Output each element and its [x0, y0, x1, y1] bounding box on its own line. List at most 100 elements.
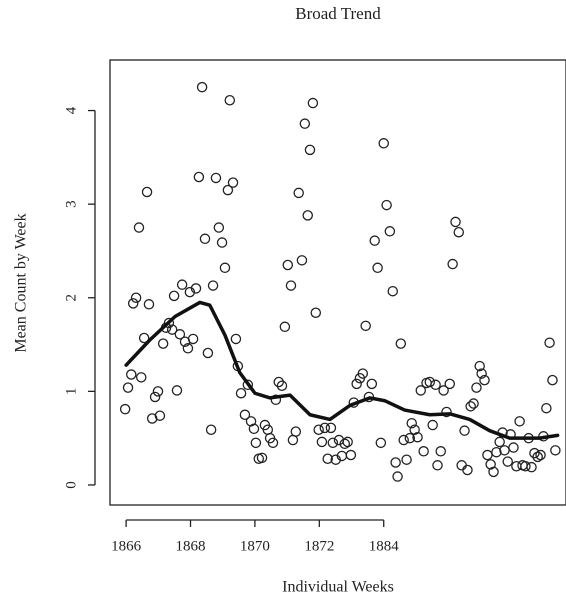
point	[293, 187, 304, 199]
point	[339, 438, 351, 450]
point	[296, 255, 308, 266]
point	[154, 410, 166, 421]
point	[462, 464, 473, 476]
point	[282, 259, 294, 271]
point	[235, 387, 247, 399]
point	[279, 321, 291, 333]
point	[395, 338, 407, 349]
point	[267, 437, 279, 449]
point	[307, 97, 319, 109]
point	[541, 402, 552, 414]
point	[345, 449, 357, 461]
point	[276, 380, 288, 391]
point	[456, 460, 467, 471]
point	[325, 422, 337, 434]
point	[248, 423, 260, 435]
point	[222, 184, 234, 196]
point	[378, 138, 389, 149]
point	[330, 454, 341, 465]
point	[532, 451, 543, 463]
point	[526, 461, 537, 473]
point	[444, 378, 455, 390]
point	[476, 368, 487, 379]
y-tick-label: 1	[63, 388, 79, 396]
point	[250, 437, 262, 449]
point	[369, 235, 380, 246]
point	[119, 403, 131, 415]
point	[122, 382, 134, 393]
point	[491, 446, 502, 458]
point	[471, 382, 482, 393]
point	[409, 424, 420, 435]
point	[392, 471, 403, 482]
point	[310, 307, 322, 318]
point	[256, 452, 268, 464]
y-axis-label: Mean Count by Week	[13, 213, 30, 352]
point	[168, 290, 180, 302]
y-tick-label: 0	[63, 481, 79, 489]
point	[435, 446, 446, 457]
point	[327, 437, 339, 449]
point	[219, 262, 231, 274]
point	[202, 347, 214, 359]
point	[273, 376, 284, 388]
point	[313, 424, 324, 435]
trend-line	[124, 300, 560, 440]
point	[482, 449, 493, 461]
x-tick-label: 1868	[176, 538, 206, 554]
point	[447, 258, 458, 270]
point	[520, 460, 531, 472]
point	[135, 372, 147, 383]
point	[342, 436, 353, 448]
point	[412, 431, 423, 443]
point	[351, 378, 362, 390]
point	[404, 432, 416, 444]
point	[163, 317, 175, 329]
point	[126, 369, 137, 380]
chart-title: Broad Trend	[295, 4, 381, 23]
point	[133, 222, 145, 233]
point	[196, 81, 208, 93]
point	[432, 460, 443, 471]
point	[187, 333, 199, 345]
point	[184, 286, 196, 298]
point	[502, 456, 513, 467]
point	[193, 171, 205, 183]
point	[270, 394, 282, 406]
x-tick-label: 1866	[111, 538, 142, 554]
point	[453, 226, 465, 238]
point	[441, 406, 452, 418]
point	[514, 416, 525, 427]
point	[535, 449, 546, 461]
point	[398, 434, 409, 446]
point	[190, 283, 202, 294]
point	[316, 436, 328, 448]
point	[216, 237, 228, 248]
point	[547, 374, 558, 386]
point	[401, 454, 412, 465]
point	[166, 324, 178, 335]
point	[360, 320, 371, 332]
point	[415, 385, 427, 396]
point	[182, 343, 194, 354]
x-tick-label: 1870	[240, 538, 270, 554]
point	[138, 332, 150, 344]
point	[230, 333, 242, 345]
point	[205, 424, 217, 435]
point	[176, 279, 188, 290]
point	[430, 379, 441, 391]
point	[245, 416, 257, 427]
y-tick-label: 2	[63, 294, 79, 302]
point	[143, 299, 155, 310]
point	[488, 466, 499, 478]
point	[387, 285, 398, 297]
point	[390, 457, 401, 468]
point	[450, 216, 461, 228]
point	[322, 453, 333, 465]
point	[372, 262, 383, 274]
y-tick-label: 3	[63, 200, 79, 208]
point	[227, 177, 239, 188]
point	[544, 337, 555, 348]
point	[224, 95, 236, 106]
